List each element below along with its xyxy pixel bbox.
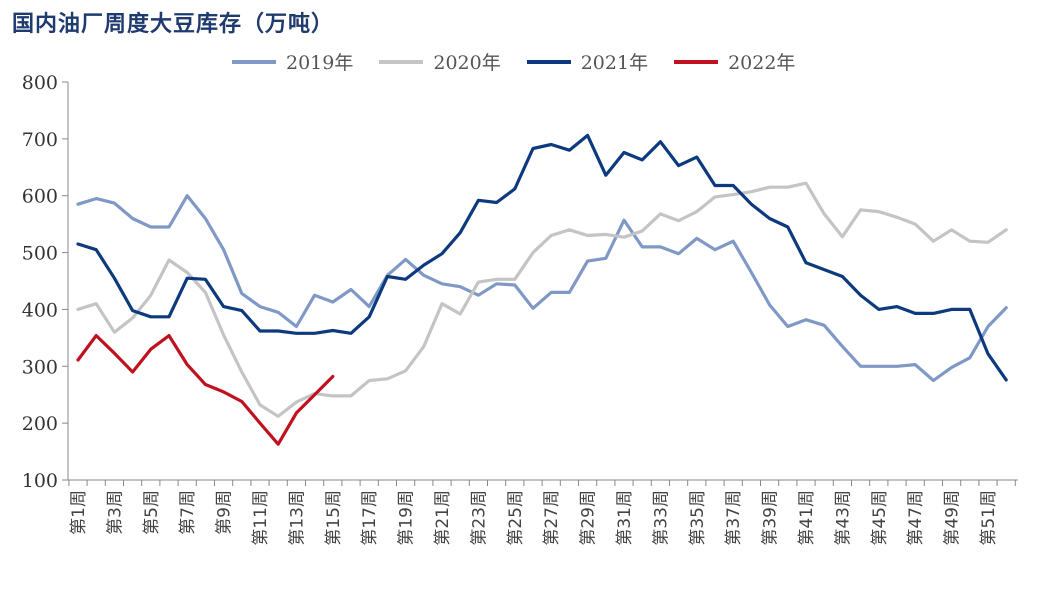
x-tick-label: 第31周 [615, 490, 635, 546]
series-line-2019年 [76, 194, 1008, 383]
x-tick-label: 第17周 [360, 490, 380, 546]
legend-item-2022年: 2022年 [674, 48, 795, 75]
x-tick-label: 第25周 [506, 490, 526, 546]
x-tick-label: 第27周 [542, 490, 562, 546]
x-tick-label: 第5周 [142, 490, 162, 535]
x-tick-label: 第51周 [979, 490, 999, 546]
chart-title: 国内油厂周度大豆库存（万吨） [12, 12, 335, 37]
x-tick-label: 第41周 [797, 490, 817, 546]
y-tick-label: 700 [22, 129, 58, 151]
x-tick-label: 第49周 [943, 490, 963, 546]
x-tick-label: 第23周 [469, 490, 489, 546]
series-line-2021年 [76, 133, 1008, 382]
y-tick-label: 200 [22, 413, 58, 435]
x-tick-label: 第15周 [324, 490, 344, 546]
x-tick-label: 第43周 [833, 490, 853, 546]
x-tick-label: 第21周 [433, 490, 453, 546]
legend-item-2021年: 2021年 [526, 48, 649, 75]
legend-swatch [232, 59, 276, 64]
legend-label: 2022年 [728, 52, 796, 74]
x-tick-label: 第1周 [69, 490, 89, 535]
x-tick-label: 第3周 [105, 490, 125, 535]
y-tick-label: 100 [22, 470, 58, 492]
x-tick-label: 第37周 [724, 490, 744, 546]
x-tick-label: 第47周 [906, 490, 926, 546]
series-line-2020年 [76, 181, 1008, 418]
x-tick-label: 第7周 [178, 490, 198, 535]
legend-label: 2021年 [580, 52, 649, 74]
y-tick-label: 600 [22, 186, 58, 208]
y-tick-label: 300 [22, 356, 58, 378]
x-tick-label: 第29周 [579, 490, 599, 546]
legend-item-2019年: 2019年 [232, 48, 353, 75]
x-tick-label: 第13周 [287, 490, 307, 546]
legend-item-2020年: 2020年 [379, 48, 501, 75]
x-tick-label: 第35周 [688, 490, 708, 546]
x-tick-label: 第19周 [397, 490, 417, 546]
y-tick-label: 800 [22, 72, 58, 94]
x-tick-label: 第11周 [251, 490, 271, 546]
y-tick-label: 400 [22, 299, 58, 321]
x-tick-label: 第45周 [870, 490, 890, 546]
legend-swatch [379, 59, 424, 64]
legend: 2019年 2020年 2021年 2022年 [232, 48, 795, 75]
x-tick-label: 第9周 [215, 490, 235, 535]
legend-label: 2020年 [433, 52, 501, 74]
series-line-2022年 [76, 334, 335, 446]
x-tick-label: 第39周 [761, 490, 781, 546]
x-tick-label: 第33周 [651, 490, 671, 546]
legend-label: 2019年 [286, 52, 354, 74]
y-tick-label: 500 [22, 243, 58, 265]
legend-swatch [674, 59, 719, 64]
legend-swatch [526, 59, 571, 64]
